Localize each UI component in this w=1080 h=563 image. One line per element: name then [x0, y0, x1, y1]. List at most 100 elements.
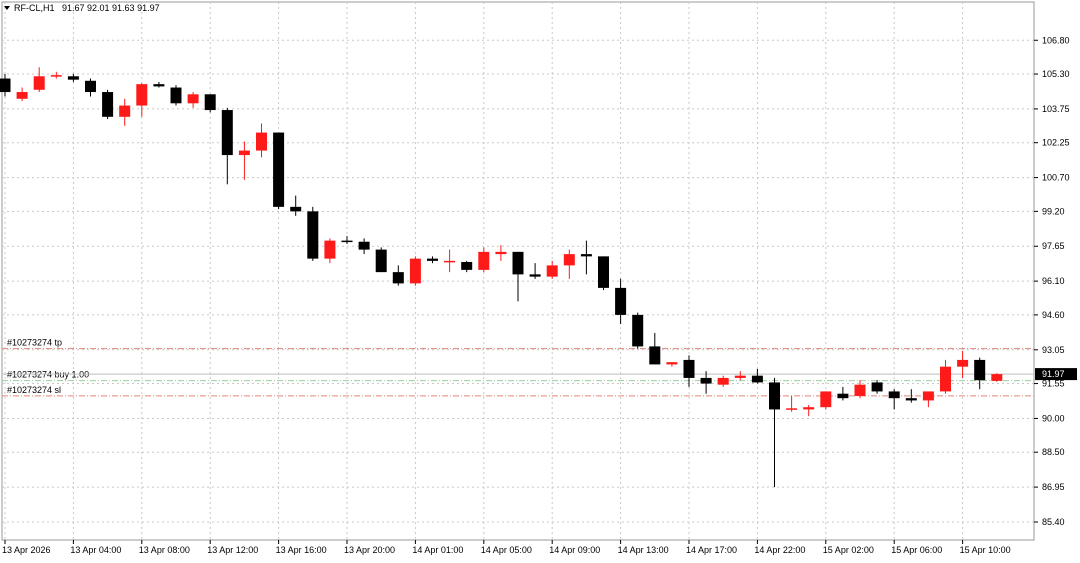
price-axis[interactable]: 106.80 105.30 103.75 102.25 100.70 99.20 97.65… — [1034, 35, 1077, 527]
time-axis[interactable]: 13 Apr 2026 13 Apr 04:00 13 Apr 08:00 13 Ap… — [2, 540, 1011, 555]
x-tick-label: 15 Apr 06:00 — [891, 545, 942, 555]
candle-body-bull — [922, 391, 934, 401]
candle-body-bear — [888, 391, 900, 399]
candle-body-bear — [392, 272, 404, 284]
candle-body-bull — [957, 359, 969, 367]
candle-body-bull — [546, 265, 558, 277]
y-tick-label: 106.80 — [1042, 35, 1070, 45]
candle-body-bear — [102, 92, 114, 117]
candle-body-bull — [256, 132, 267, 151]
candle-body-bear — [632, 314, 644, 347]
candle-body-bear — [837, 393, 849, 399]
candle-body-bear — [67, 76, 79, 80]
y-tick-label: 91.55 — [1042, 379, 1065, 389]
candle-body-bull — [136, 84, 148, 106]
y-tick-label: 94.60 — [1042, 310, 1065, 320]
candle-body-bear — [358, 241, 370, 250]
candle-body-bear — [273, 132, 285, 207]
y-tick-label: 105.30 — [1042, 69, 1070, 79]
candle-body-bear — [751, 375, 763, 383]
x-tick-label: 14 Apr 01:00 — [412, 545, 463, 555]
candle-body-bear — [871, 382, 883, 392]
candle-body-bear — [204, 94, 216, 111]
y-tick-label: 99.20 — [1042, 206, 1065, 216]
y-tick-label: 90.00 — [1042, 413, 1065, 423]
candle-body-bull — [324, 240, 336, 259]
x-tick-label: 14 Apr 05:00 — [481, 545, 532, 555]
dropdown-triangle-icon[interactable] — [4, 6, 10, 10]
candle-body-bull — [786, 408, 798, 410]
candle-body-bull — [717, 377, 729, 385]
current-price-tag — [1035, 368, 1077, 381]
candle-body-bear — [580, 254, 592, 257]
current-price-label: 91.97 — [1042, 369, 1065, 379]
candle-body-bear — [290, 206, 302, 212]
candle-body-bull — [820, 391, 832, 408]
y-tick-label: 103.75 — [1042, 104, 1070, 114]
candle-body-bear — [905, 398, 917, 401]
y-tick-label: 93.05 — [1042, 345, 1065, 355]
candle-body-bear — [307, 211, 319, 259]
x-tick-label: 13 Apr 08:00 — [139, 545, 190, 555]
candle-body-bull — [409, 258, 421, 284]
x-tick-label: 15 Apr 10:00 — [960, 545, 1011, 555]
candle-body-bull — [734, 375, 746, 378]
candle-body-bear — [683, 359, 695, 378]
y-tick-label: 96.10 — [1042, 276, 1065, 286]
chart-header: RF-CL,H1 91.67 92.01 91.63 91.97 — [4, 3, 160, 13]
y-tick-label: 85.40 — [1042, 517, 1065, 527]
candle-body-bear — [221, 110, 233, 156]
y-tick-label: 86.95 — [1042, 482, 1065, 492]
y-tick-label: 100.70 — [1042, 173, 1070, 183]
candle-body-bear — [170, 87, 182, 104]
x-tick-label: 14 Apr 17:00 — [686, 545, 737, 555]
candle-body-bull — [991, 374, 1003, 381]
candle-body-bear — [0, 78, 11, 93]
candle-body-bull — [563, 254, 575, 266]
y-tick-label: 102.25 — [1042, 138, 1070, 148]
candle-body-bull — [16, 92, 28, 99]
candle-body-bull — [444, 260, 456, 263]
candle-body-bear — [769, 382, 780, 410]
candle-body-bull — [478, 251, 490, 270]
x-tick-label: 13 Apr 20:00 — [344, 545, 395, 555]
candle-body-bear — [341, 240, 353, 243]
candle-body-bear — [512, 251, 524, 275]
candles — [0, 67, 1003, 488]
candle-body-bull — [119, 105, 131, 117]
candle-body-bear — [153, 84, 165, 87]
stop-loss-label: #10273274 sl — [7, 385, 61, 395]
candle-body-bull — [666, 362, 678, 365]
entry-label: #10273274 buy 1.00 — [7, 370, 89, 380]
x-tick-label: 13 Apr 16:00 — [276, 545, 327, 555]
grid-lines — [2, 2, 1034, 540]
candle-body-bull — [187, 94, 199, 104]
candle-body-bull — [495, 251, 507, 255]
take-profit-label: #10273274 tp — [7, 338, 62, 348]
candle-body-bull — [803, 407, 815, 410]
candle-body-bear — [461, 261, 473, 270]
candle-body-bear — [375, 249, 387, 273]
x-tick-label: 14 Apr 22:00 — [754, 545, 805, 555]
x-tick-label: 14 Apr 09:00 — [549, 545, 600, 555]
candle-body-bull — [33, 76, 45, 90]
candle-body-bear — [598, 256, 609, 288]
candle-body-bear — [700, 377, 712, 384]
x-tick-label: 13 Apr 2026 — [2, 545, 51, 555]
candle-body-bear — [649, 346, 661, 365]
y-tick-label: 97.65 — [1042, 241, 1065, 251]
candle-body-bear — [529, 274, 541, 277]
candle-body-bull — [238, 150, 250, 156]
y-tick-label: 88.50 — [1042, 447, 1065, 457]
candle-body-bear — [427, 258, 438, 261]
x-tick-label: 14 Apr 13:00 — [618, 545, 669, 555]
symbol-label: RF-CL,H1 — [14, 3, 55, 13]
x-tick-label: 13 Apr 12:00 — [207, 545, 258, 555]
candle-body-bull — [50, 75, 62, 77]
candle-body-bull — [854, 384, 866, 396]
candle-body-bear — [615, 287, 627, 315]
x-tick-label: 15 Apr 02:00 — [823, 545, 874, 555]
candle-body-bear — [974, 359, 986, 381]
